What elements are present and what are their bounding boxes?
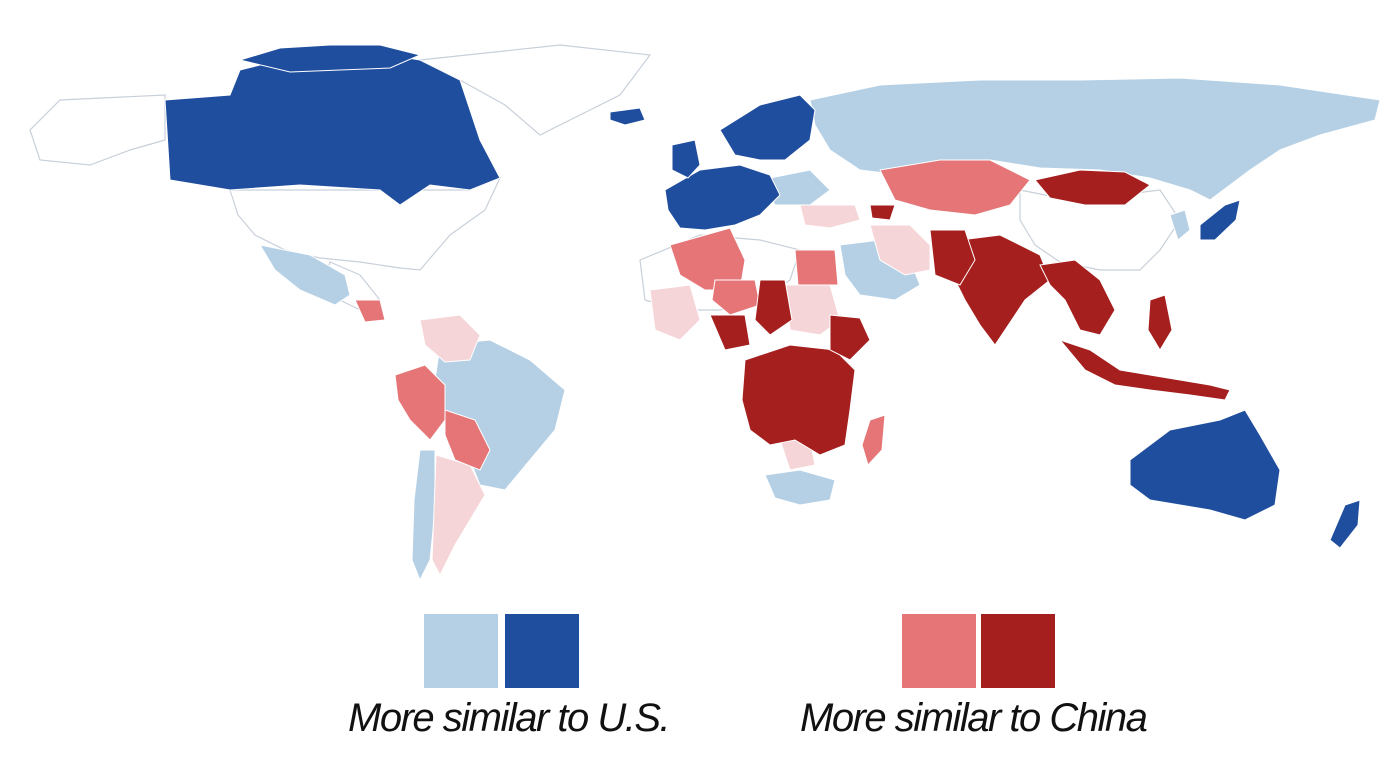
scandinavia-region: [719, 94, 816, 161]
mexico-central-region: [258, 244, 351, 306]
china-faint-regions: [419, 204, 931, 577]
china-dark-regions: [709, 169, 1231, 456]
world-choropleth-map: [29, 44, 1381, 582]
us-dark-regions: [164, 44, 1361, 549]
mongolia-region: [1034, 169, 1151, 206]
japan-region: [1199, 199, 1241, 241]
colombia-region: [419, 314, 481, 363]
western-europe-region: [664, 164, 781, 231]
australia-region: [1129, 409, 1281, 521]
legend-china-light-swatch: [902, 614, 976, 688]
argentina-region: [431, 454, 486, 577]
legend-china-dark-swatch: [981, 614, 1055, 688]
afghanistan-pakistan-region: [929, 229, 976, 286]
turkey-region: [799, 204, 861, 229]
arctic-islands-region: [238, 44, 422, 73]
us-light-regions: [258, 77, 1381, 582]
legend-us-label: More similar to U.S.: [348, 696, 671, 740]
ethiopia-region: [829, 314, 871, 361]
uk-region: [671, 139, 701, 179]
new-zealand-region: [1329, 499, 1361, 549]
india-region: [949, 234, 1051, 346]
greenland-region: [417, 44, 652, 136]
indonesia-region: [1058, 338, 1231, 401]
nigeria-region: [709, 314, 751, 351]
kazakhstan-region: [879, 159, 1031, 216]
egypt-region: [794, 249, 839, 286]
chile-region: [411, 449, 436, 582]
china-light-regions: [354, 159, 1031, 471]
southeast-asia-region: [1039, 259, 1116, 336]
madagascar-region: [861, 414, 886, 466]
south-africa-region: [764, 469, 836, 506]
iran-region: [869, 224, 931, 276]
philippines-region: [1147, 294, 1173, 351]
legend-china-label: More similar to China: [800, 696, 1148, 740]
legend-us-dark-swatch: [505, 614, 579, 688]
korea-region: [1169, 209, 1191, 241]
bolivia-region: [444, 409, 491, 471]
chad-region: [754, 279, 793, 336]
caucasus-region: [869, 204, 896, 221]
central-africa-region: [741, 344, 856, 456]
legend-us-light-swatch: [424, 614, 498, 688]
west-africa-faint-region: [649, 284, 701, 341]
peru-region: [394, 364, 446, 441]
central-america-region: [354, 299, 386, 323]
iceland-region: [609, 107, 646, 126]
alaska-region: [29, 94, 166, 166]
niger-region: [711, 279, 761, 316]
